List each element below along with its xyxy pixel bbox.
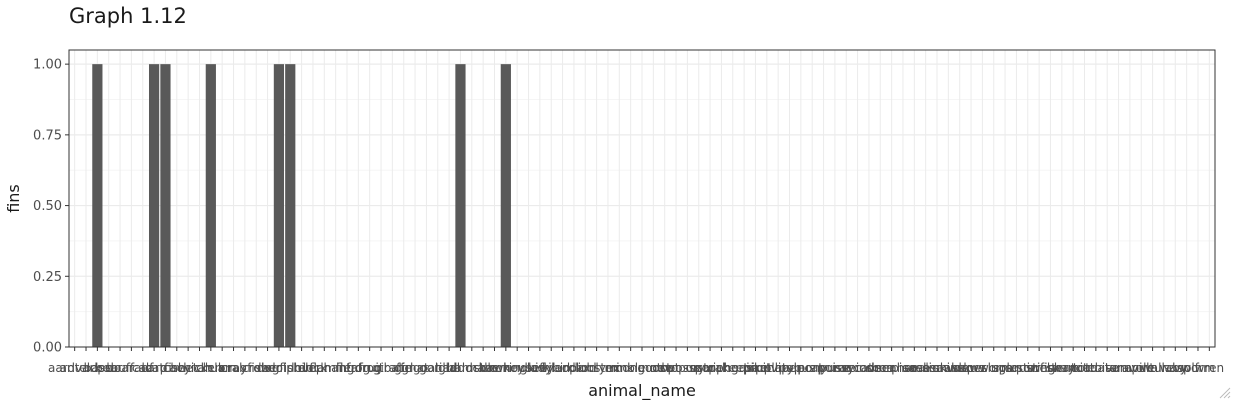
- bar: [501, 64, 511, 347]
- bar: [285, 64, 295, 347]
- bar: [274, 64, 284, 347]
- y-tick-label: 0.50: [33, 199, 62, 214]
- resize-grip-icon[interactable]: [1217, 385, 1231, 399]
- grid-lines: [69, 50, 1215, 347]
- y-axis: 0.00 0.25 0.50 0.75 1.00: [33, 58, 69, 356]
- y-axis-title: fins: [4, 184, 23, 213]
- y-tick-label: 0.25: [33, 270, 62, 285]
- y-tick-label: 1.00: [33, 58, 62, 73]
- bar: [92, 64, 102, 347]
- bar: [149, 64, 159, 347]
- bar: [160, 64, 170, 347]
- y-tick-label: 0.75: [33, 128, 62, 143]
- y-tick-label: 0.00: [33, 341, 62, 356]
- x-axis-title: animal_name: [588, 381, 696, 401]
- bar: [206, 64, 216, 347]
- x-tick-label: wren: [1195, 361, 1224, 375]
- x-axis: aardvarkantelopebassbearboarbuffalocalfc…: [48, 347, 1224, 375]
- bar: [455, 64, 465, 347]
